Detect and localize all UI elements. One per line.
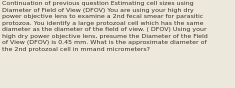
- Text: Continuation of previous question Estimating cell sizes using
Diameter of Field : Continuation of previous question Estima…: [2, 1, 208, 52]
